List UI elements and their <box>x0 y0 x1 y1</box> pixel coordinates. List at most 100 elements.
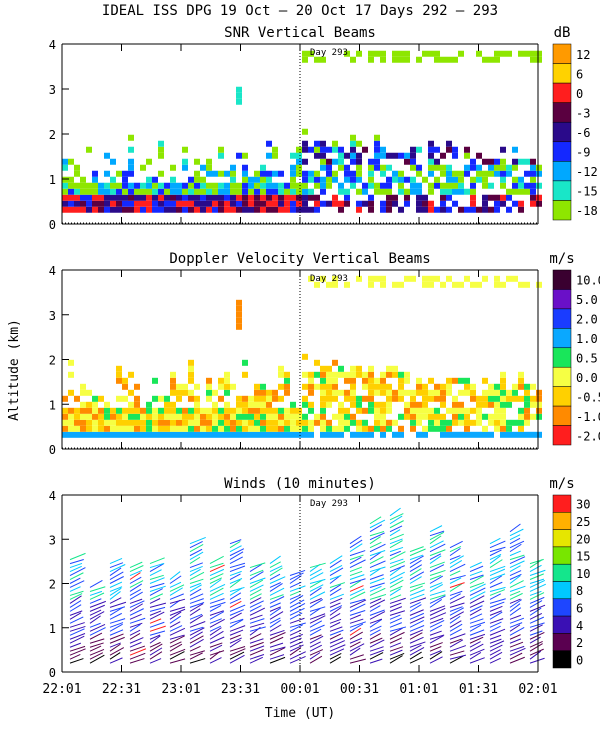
data-cell <box>266 413 272 420</box>
wind-barb <box>149 569 162 576</box>
data-cell <box>344 377 350 384</box>
data-cell <box>284 389 290 396</box>
data-cell <box>362 383 368 390</box>
data-cell <box>368 389 374 396</box>
data-cell <box>92 407 98 414</box>
wind-barb <box>529 632 545 640</box>
wind-barb <box>249 600 264 608</box>
wind-barb <box>329 652 342 660</box>
data-cell <box>368 164 374 171</box>
data-cell <box>230 407 236 414</box>
wind-barb <box>229 562 246 569</box>
data-cell <box>62 200 68 207</box>
wind-barb <box>389 594 402 600</box>
data-cell <box>194 413 200 420</box>
data-cell <box>152 407 158 414</box>
data-cell <box>524 419 530 426</box>
data-cell <box>410 395 416 402</box>
wind-barb <box>209 611 225 620</box>
data-cell <box>314 371 320 378</box>
data-cell <box>152 176 158 183</box>
data-cell <box>272 425 278 432</box>
data-cell <box>368 158 374 165</box>
data-cell <box>422 395 428 402</box>
data-cell <box>416 200 422 207</box>
data-cell <box>74 164 80 171</box>
wind-barb <box>69 616 84 624</box>
data-cell <box>374 419 380 426</box>
data-cell <box>314 359 320 366</box>
data-cell <box>410 389 416 396</box>
colorbar-segment <box>552 269 572 290</box>
data-cell <box>266 182 272 189</box>
data-cell <box>362 419 368 426</box>
data-cell <box>62 182 68 189</box>
data-cell <box>296 419 302 426</box>
colorbar-label: -1.0 <box>576 410 600 424</box>
data-cell <box>434 383 440 390</box>
data-cell <box>146 194 152 201</box>
data-cell <box>266 389 272 396</box>
data-cell <box>344 395 350 402</box>
wind-barb <box>509 580 524 588</box>
wind-barb <box>309 635 324 644</box>
data-cell <box>242 395 248 402</box>
figure-title: IDEAL ISS DPG 19 Oct – 20 Oct 17 Days 29… <box>102 3 498 19</box>
wind-barb <box>369 574 384 580</box>
data-cell <box>476 176 482 183</box>
data-cell <box>404 200 410 207</box>
wind-barb <box>189 588 202 596</box>
data-cell <box>392 170 398 177</box>
data-cell <box>284 425 290 432</box>
data-cell <box>392 281 398 288</box>
wind-barb <box>389 576 403 584</box>
wind-barb <box>329 559 342 568</box>
data-cell <box>356 365 362 372</box>
wind-barb <box>409 546 424 553</box>
data-cell <box>434 158 440 165</box>
data-cell <box>350 176 356 183</box>
data-cell <box>500 176 506 183</box>
wind-barb <box>169 587 183 596</box>
wind-barb <box>309 628 322 636</box>
data-cell <box>182 206 188 213</box>
data-cell <box>446 383 452 390</box>
data-cell <box>326 395 332 402</box>
wind-barb <box>489 644 503 652</box>
data-cell <box>266 140 272 147</box>
data-cell <box>62 419 68 426</box>
wind-barb <box>469 652 482 660</box>
data-cell <box>500 200 506 207</box>
wind-barb <box>309 562 326 569</box>
data-cell <box>428 152 434 159</box>
data-cell <box>68 425 74 432</box>
data-cell <box>434 182 440 189</box>
wind-barb <box>189 613 203 620</box>
data-cell <box>356 431 362 438</box>
data-cell <box>350 182 356 189</box>
data-cell <box>350 140 356 147</box>
data-cell <box>374 413 380 420</box>
data-cell <box>398 176 404 183</box>
x-tick-label: 01:31 <box>459 682 498 697</box>
data-cell <box>158 431 164 438</box>
wind-barb <box>369 543 386 553</box>
data-cell <box>530 383 536 390</box>
data-cell <box>476 395 482 402</box>
data-cell <box>296 194 302 201</box>
data-cell <box>320 365 326 372</box>
data-cell <box>320 377 326 384</box>
data-cell <box>92 170 98 177</box>
data-cell <box>308 188 314 195</box>
wind-barb <box>149 641 161 648</box>
data-cell <box>254 389 260 396</box>
data-cell <box>374 401 380 408</box>
wind-barb <box>449 570 461 576</box>
data-cell <box>116 413 122 420</box>
data-cell <box>224 188 230 195</box>
data-cell <box>380 401 386 408</box>
data-cell <box>356 407 362 414</box>
data-cell <box>530 158 536 165</box>
data-cell <box>416 413 422 420</box>
data-cell <box>188 395 194 402</box>
